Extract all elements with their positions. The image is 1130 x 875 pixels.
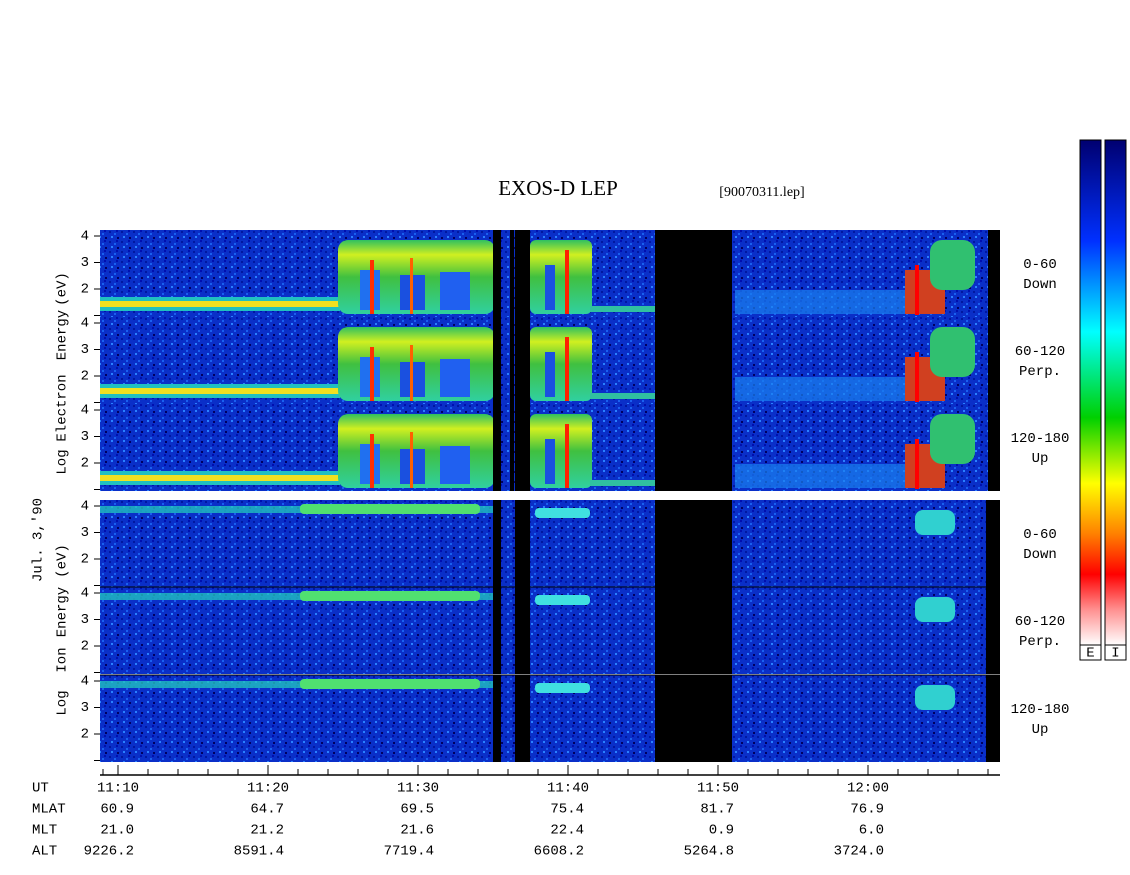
y-tick-label: 2 bbox=[81, 639, 89, 655]
angle-label: 120-180 bbox=[1011, 702, 1070, 718]
colorbar-box bbox=[1104, 644, 1127, 661]
orbit-value: 60.9 bbox=[100, 802, 134, 818]
direction-label: Perp. bbox=[1019, 364, 1061, 380]
colorbar bbox=[1079, 139, 1102, 646]
electron-perp-panel bbox=[100, 317, 1000, 404]
y-axis-label: Energy bbox=[55, 587, 71, 637]
orbit-value: 76.9 bbox=[850, 802, 884, 818]
colorbar bbox=[1104, 139, 1127, 646]
y-tick-label: 2 bbox=[81, 552, 89, 568]
orbit-value: 0.9 bbox=[709, 823, 734, 839]
electron-down-panel bbox=[100, 230, 1000, 317]
angle-label: 0-60 bbox=[1023, 527, 1057, 543]
y-tick-label: 4 bbox=[81, 674, 89, 690]
orbit-value: 21.6 bbox=[400, 823, 434, 839]
y-axis-label: Log bbox=[55, 449, 71, 474]
y-tick-label: 2 bbox=[81, 456, 89, 472]
y-axis-label: Electron bbox=[55, 374, 71, 441]
time-label: 11:30 bbox=[397, 781, 439, 797]
orbit-row-name: UT bbox=[32, 781, 49, 797]
orbit-row-name: MLT bbox=[32, 823, 57, 839]
colorbar-label: E bbox=[1086, 646, 1094, 662]
direction-label: Up bbox=[1032, 722, 1049, 738]
y-tick-label: 2 bbox=[81, 282, 89, 298]
y-axis-label: Ion bbox=[55, 647, 71, 672]
y-tick-label: 3 bbox=[81, 429, 89, 445]
orbit-row-name: MLAT bbox=[32, 802, 66, 818]
orbit-value: 8591.4 bbox=[234, 844, 284, 860]
y-axis-label: (eV) bbox=[55, 544, 71, 578]
electron-up-panel bbox=[100, 404, 1000, 491]
angle-label: 60-120 bbox=[1015, 614, 1065, 630]
y-axis-label: Energy bbox=[55, 310, 71, 360]
y-tick-label: 4 bbox=[81, 403, 89, 419]
y-tick-label: 3 bbox=[81, 700, 89, 716]
ion-perp-panel bbox=[100, 587, 1000, 674]
ion-down-panel bbox=[100, 500, 1000, 587]
angle-label: 120-180 bbox=[1011, 431, 1070, 447]
direction-label: Down bbox=[1023, 547, 1057, 563]
y-tick-label: 4 bbox=[81, 229, 89, 245]
orbit-value: 81.7 bbox=[700, 802, 734, 818]
y-axis-label: Log bbox=[55, 690, 71, 715]
y-tick-label: 3 bbox=[81, 525, 89, 541]
orbit-value: 3724.0 bbox=[834, 844, 884, 860]
direction-label: Perp. bbox=[1019, 634, 1061, 650]
time-label: 11:20 bbox=[247, 781, 289, 797]
direction-label: Up bbox=[1032, 451, 1049, 467]
axes-and-labels: 4 3 2 0-60 Down 4 3 2 60-120 Perp. 4 3 2 120-180 Up 4 3 2… bbox=[32, 229, 1069, 860]
y-tick-label: 2 bbox=[81, 727, 89, 743]
orbit-value: 9226.2 bbox=[84, 844, 134, 860]
orbit-value: 21.2 bbox=[250, 823, 284, 839]
orbit-value: 6.0 bbox=[859, 823, 884, 839]
y-tick-label: 3 bbox=[81, 342, 89, 358]
y-axis-label: (eV) bbox=[55, 272, 71, 306]
colorbar-label: I bbox=[1111, 646, 1119, 662]
y-tick-label: 4 bbox=[81, 499, 89, 515]
orbit-row-name: ALT bbox=[32, 844, 57, 860]
y-tick-label: 2 bbox=[81, 369, 89, 385]
colorbar-box bbox=[1079, 644, 1102, 661]
y-tick-label: 3 bbox=[81, 255, 89, 271]
direction-label: Down bbox=[1023, 277, 1057, 293]
y-tick-label: 4 bbox=[81, 586, 89, 602]
orbit-value: 7719.4 bbox=[384, 844, 434, 860]
angle-label: 0-60 bbox=[1023, 257, 1057, 273]
orbit-value: 6608.2 bbox=[534, 844, 584, 860]
orbit-value: 64.7 bbox=[250, 802, 284, 818]
ion-up-panel bbox=[100, 675, 1000, 762]
orbit-value: 21.0 bbox=[100, 823, 134, 839]
orbit-value: 69.5 bbox=[400, 802, 434, 818]
time-label: 12:00 bbox=[847, 781, 889, 797]
orbit-value: 5264.8 bbox=[684, 844, 734, 860]
time-label: 11:10 bbox=[97, 781, 139, 797]
orbit-value: 75.4 bbox=[550, 802, 584, 818]
file-name: [90070311.lep] bbox=[719, 185, 804, 200]
date: Jul. 3,'90 bbox=[31, 498, 47, 582]
angle-label: 60-120 bbox=[1015, 344, 1065, 360]
time-label: 11:50 bbox=[697, 781, 739, 797]
title: EXOS-D LEP bbox=[498, 176, 618, 200]
orbit-value: 22.4 bbox=[550, 823, 584, 839]
y-tick-label: 3 bbox=[81, 612, 89, 628]
time-label: 11:40 bbox=[547, 781, 589, 797]
y-tick-label: 4 bbox=[81, 316, 89, 332]
